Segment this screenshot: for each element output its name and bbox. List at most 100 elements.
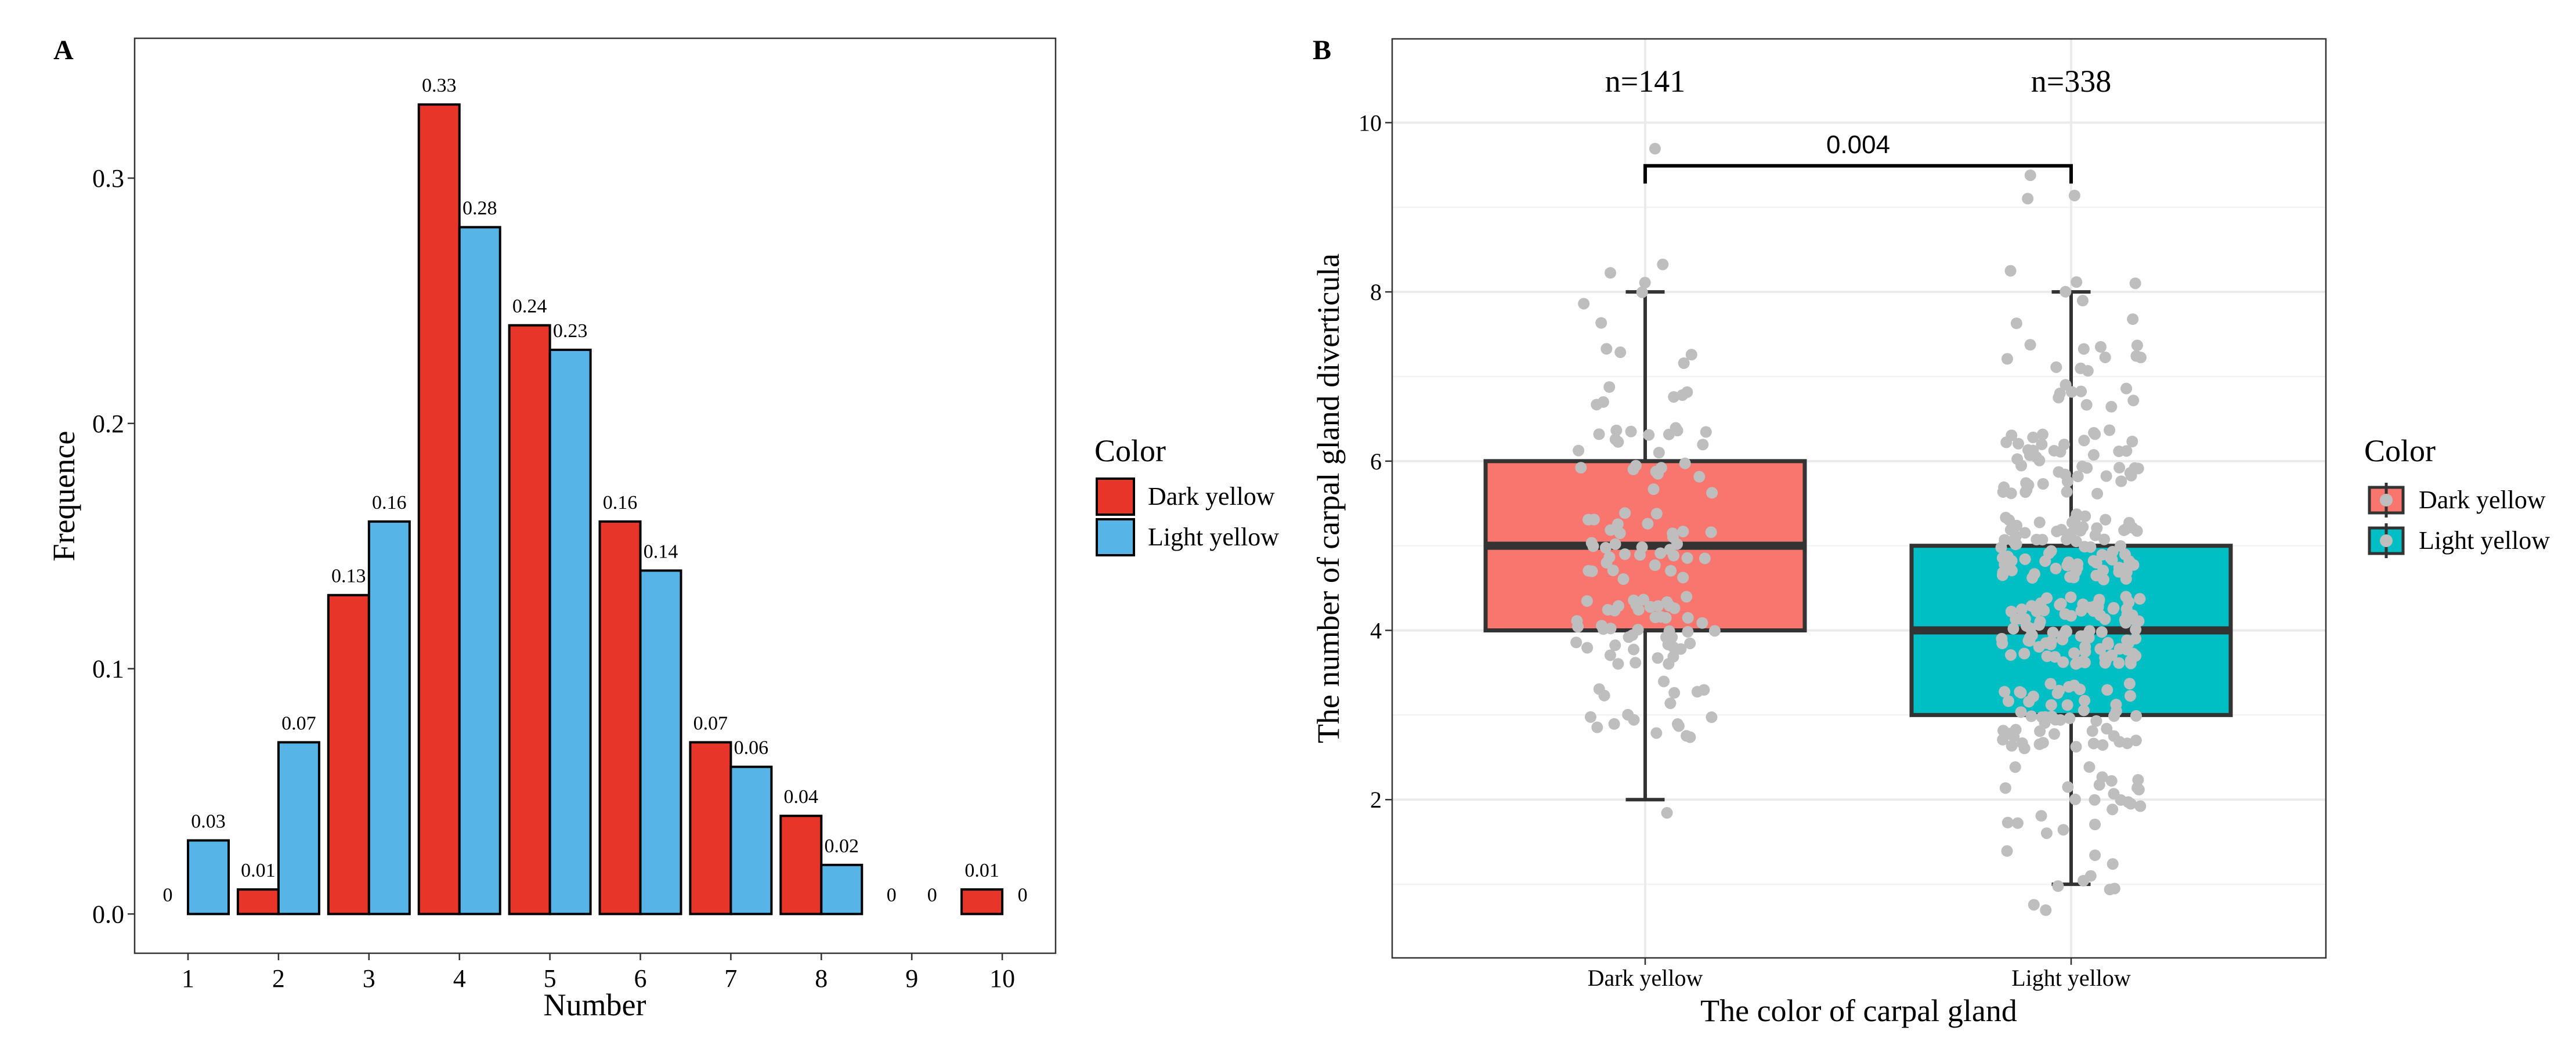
panel-b-border: [1391, 38, 2327, 959]
jitter-point: [1573, 444, 1585, 457]
jitter-point: [2133, 783, 2145, 795]
jitter-point: [1706, 711, 1718, 723]
jitter-point: [2090, 715, 2102, 727]
bar-dark-yellow-7: [689, 741, 732, 916]
jitter-point: [1628, 594, 1640, 606]
data-label: 0: [1018, 884, 1028, 906]
jitter-point: [2078, 435, 2090, 447]
legend-a: Color Dark yellow Light yellow: [1094, 433, 1279, 556]
data-label: 0.02: [825, 835, 859, 857]
bar-light-yellow-3: [367, 520, 411, 916]
jitter-point: [2027, 444, 2039, 457]
jitter-point: [1996, 637, 2008, 649]
x-tick-label: Dark yellow: [1588, 965, 1703, 991]
jitter-point: [2078, 874, 2090, 887]
jitter-point: [1682, 625, 1694, 638]
jitter-point: [2115, 475, 2127, 487]
jitter-point: [1571, 615, 1583, 627]
jitter-point: [2035, 810, 2047, 822]
jitter-point: [2055, 524, 2068, 536]
jitter-point: [1699, 552, 1711, 565]
jitter-point: [1650, 727, 1663, 739]
y-tick-label: 8: [1370, 279, 1382, 305]
jitter-point: [2113, 657, 2125, 669]
legend-label-dark-yellow-b: Dark yellow: [2419, 486, 2546, 514]
jitter-point: [2087, 449, 2100, 461]
jitter-point: [1679, 457, 1691, 469]
jitter-point: [1705, 526, 1717, 538]
jitter-point: [1663, 658, 1675, 670]
jitter-point: [1605, 267, 1617, 279]
jitter-point: [1605, 623, 1617, 635]
jitter-point: [2129, 277, 2141, 290]
jitter-point: [2101, 722, 2113, 735]
jitter-point: [2027, 431, 2039, 443]
jitter-point: [2011, 453, 2024, 465]
jitter-point: [1595, 317, 1607, 329]
jitter-point: [1634, 549, 1646, 561]
jitter-point: [2083, 761, 2096, 773]
jitter-point: [2028, 899, 2040, 911]
jitter-point: [2033, 454, 2046, 466]
jitter-point: [2004, 265, 2017, 277]
data-label: 0.16: [603, 492, 638, 513]
legend-label-light-yellow: Light yellow: [1148, 523, 1279, 551]
bar-light-yellow-8: [820, 863, 864, 916]
jitter-point: [2089, 794, 2101, 806]
jitter-point: [1599, 542, 1612, 554]
jitter-point: [2015, 686, 2027, 699]
jitter-point: [1622, 708, 1634, 721]
jitter-point: [2048, 444, 2060, 457]
jitter-point: [2033, 641, 2045, 653]
jitter-point: [1632, 604, 1645, 616]
jitter-point: [1639, 277, 1651, 289]
jitter-point: [2079, 510, 2091, 522]
jitter-point: [2047, 627, 2059, 639]
bar-light-yellow-2: [277, 741, 320, 916]
jitter-point: [2053, 466, 2065, 478]
jitter-point: [2098, 533, 2111, 545]
jitter-point: [2061, 559, 2073, 571]
jitter-point: [2044, 638, 2057, 650]
jitter-point: [2057, 634, 2069, 646]
jitter-point: [2070, 536, 2082, 548]
jitter-point: [2036, 534, 2048, 546]
jitter-point: [2033, 516, 2046, 529]
jitter-point: [1617, 573, 1630, 585]
y-tick-label: 4: [1370, 618, 1382, 644]
jitter-point: [2113, 562, 2125, 574]
jitter-point: [2089, 819, 2101, 831]
jitter-point: [2001, 353, 2013, 365]
jitter-point: [2121, 609, 2133, 621]
panel-a-bar-chart: A 00.010.130.330.240.160.070.0400.010.03…: [46, 35, 1279, 1022]
data-label: 0.23: [553, 320, 588, 342]
jitter-point: [1677, 389, 1689, 401]
jitter-point: [2078, 704, 2090, 717]
jitter-point: [1657, 258, 1669, 270]
jitter-point: [2004, 728, 2016, 740]
jitter-point: [2076, 295, 2089, 307]
jitter-point: [2070, 565, 2082, 577]
jitter-point: [2089, 849, 2101, 862]
data-label: 0.33: [422, 75, 457, 96]
jitter-point: [1668, 687, 1681, 699]
jitter-point: [2078, 343, 2090, 355]
legend-title-a: Color: [1094, 433, 1166, 468]
jitter-point: [1663, 625, 1675, 637]
data-label: 0: [887, 884, 897, 906]
jitter-point: [2061, 699, 2073, 711]
jitter-point: [2018, 742, 2031, 754]
jitter-point: [2005, 649, 2017, 661]
jitter-point: [2045, 545, 2057, 557]
jitter-point: [1697, 439, 1709, 451]
legend-key-light-yellow-b: [2368, 523, 2405, 558]
jitter-point: [2050, 361, 2062, 373]
jitter-point: [2108, 788, 2120, 800]
x-tick-label: 10: [989, 964, 1015, 993]
y-tick-label: 0.0: [92, 900, 124, 928]
jitter-point: [2061, 533, 2073, 545]
jitter-point: [2072, 656, 2084, 668]
jitter-point: [2091, 487, 2104, 500]
jitter-point: [2060, 379, 2072, 391]
x-tick-label: Light yellow: [2011, 965, 2131, 991]
